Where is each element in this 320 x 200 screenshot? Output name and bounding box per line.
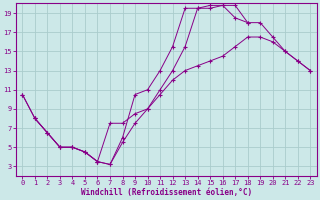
X-axis label: Windchill (Refroidissement éolien,°C): Windchill (Refroidissement éolien,°C) — [81, 188, 252, 197]
